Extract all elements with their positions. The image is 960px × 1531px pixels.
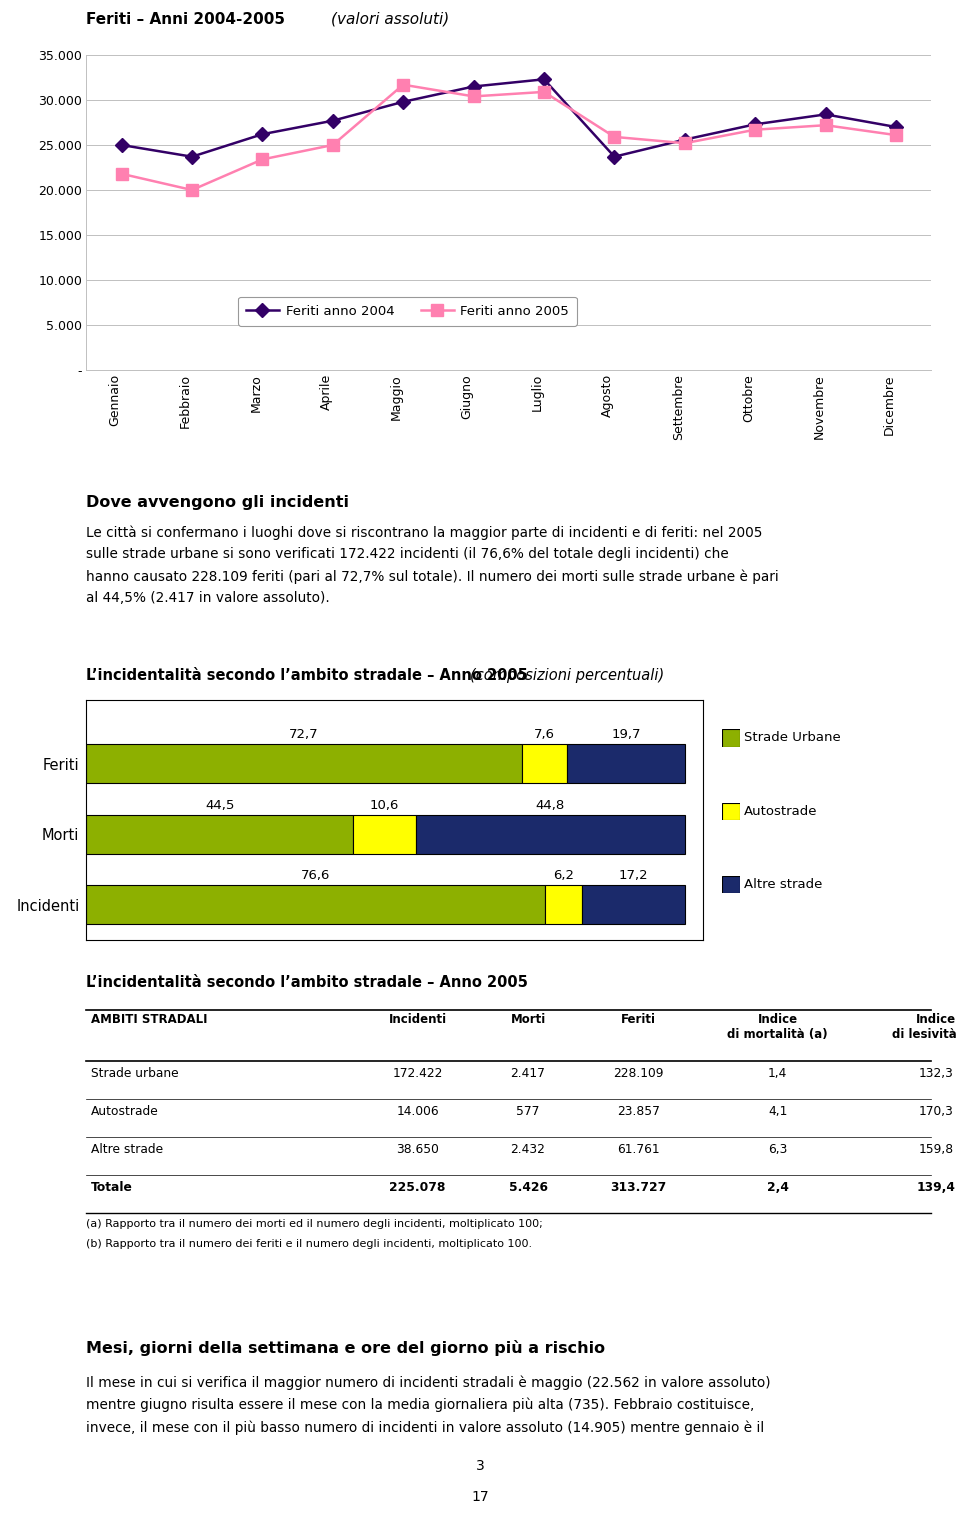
Text: Altre strade: Altre strade [744,879,823,891]
Text: 17,2: 17,2 [619,870,648,882]
Text: 14.006: 14.006 [396,1105,439,1118]
Text: 61.761: 61.761 [617,1144,660,1156]
Text: 44,8: 44,8 [536,799,565,811]
Bar [545,885,582,925]
Text: L’incidentalità secondo l’ambito stradale – Anno 2005: L’incidentalità secondo l’ambito stradal… [86,668,534,683]
Text: 17: 17 [471,1490,489,1503]
Text: 6,2: 6,2 [553,870,574,882]
Text: 159,8: 159,8 [919,1144,953,1156]
Text: 19,7: 19,7 [612,729,641,741]
Text: 170,3: 170,3 [919,1105,953,1118]
Bar [417,814,684,853]
Text: Indice
di mortalità (a): Indice di mortalità (a) [728,1014,828,1041]
Text: 10,6: 10,6 [370,799,399,811]
Text: Incidenti: Incidenti [389,1014,446,1026]
Text: Altre strade: Altre strade [91,1144,163,1156]
Text: Totale: Totale [91,1180,133,1194]
Text: 577: 577 [516,1105,540,1118]
Text: Strade Urbane: Strade Urbane [744,732,841,744]
Text: Il mese in cui si verifica il maggior numero di incidenti stradali è maggio (22.: Il mese in cui si verifica il maggior nu… [86,1375,771,1435]
Text: Feriti: Feriti [621,1014,656,1026]
Legend: Feriti anno 2004, Feriti anno 2005: Feriti anno 2004, Feriti anno 2005 [238,297,577,326]
Text: 225.078: 225.078 [390,1180,445,1194]
Text: 228.109: 228.109 [613,1067,663,1079]
Text: 2,4: 2,4 [767,1180,788,1194]
Text: 2.417: 2.417 [511,1067,545,1079]
Text: 23.857: 23.857 [617,1105,660,1118]
Bar [582,885,685,925]
Bar [521,744,567,782]
Text: 313.727: 313.727 [611,1180,666,1194]
Bar [353,814,417,853]
Text: 3: 3 [475,1459,485,1473]
Bar [86,885,545,925]
Text: Le città si confermano i luoghi dove si riscontrano la maggior parte di incident: Le città si confermano i luoghi dove si … [86,525,780,605]
Text: 76,6: 76,6 [301,870,330,882]
Text: 6,3: 6,3 [768,1144,787,1156]
Text: (composizioni percentuali): (composizioni percentuali) [470,668,664,683]
Text: 2.432: 2.432 [511,1144,545,1156]
Text: 1,4: 1,4 [768,1067,787,1079]
Text: 7,6: 7,6 [534,729,555,741]
Text: (a) Rapporto tra il numero dei morti ed il numero degli incidenti, moltiplicato : (a) Rapporto tra il numero dei morti ed … [86,1219,543,1229]
Bar [567,744,685,782]
Text: Autostrade: Autostrade [744,805,818,818]
Text: Mesi, giorni della settimana e ore del giorno più a rischio: Mesi, giorni della settimana e ore del g… [86,1340,606,1356]
Text: 139,4: 139,4 [917,1180,955,1194]
Text: AMBITI STRADALI: AMBITI STRADALI [91,1014,207,1026]
Bar [86,744,521,782]
Text: Indice
di lesività (b): Indice di lesività (b) [892,1014,960,1041]
Text: 132,3: 132,3 [919,1067,953,1079]
Text: L’incidentalità secondo l’ambito stradale – Anno 2005: L’incidentalità secondo l’ambito stradal… [86,975,528,991]
Text: Strade urbane: Strade urbane [91,1067,179,1079]
Text: 72,7: 72,7 [289,729,319,741]
Text: 5.426: 5.426 [509,1180,547,1194]
Text: 44,5: 44,5 [204,799,234,811]
Text: (valori assoluti): (valori assoluti) [331,12,449,28]
Bar [86,814,353,853]
Text: 38.650: 38.650 [396,1144,439,1156]
Text: Dove avvengono gli incidenti: Dove avvengono gli incidenti [86,495,349,510]
Text: 4,1: 4,1 [768,1105,787,1118]
Text: Morti: Morti [511,1014,545,1026]
Text: 172.422: 172.422 [393,1067,443,1079]
Text: Autostrade: Autostrade [91,1105,159,1118]
Text: Feriti – Anni 2004-2005: Feriti – Anni 2004-2005 [86,12,291,28]
Text: (b) Rapporto tra il numero dei feriti e il numero degli incidenti, moltiplicato : (b) Rapporto tra il numero dei feriti e … [86,1239,533,1249]
